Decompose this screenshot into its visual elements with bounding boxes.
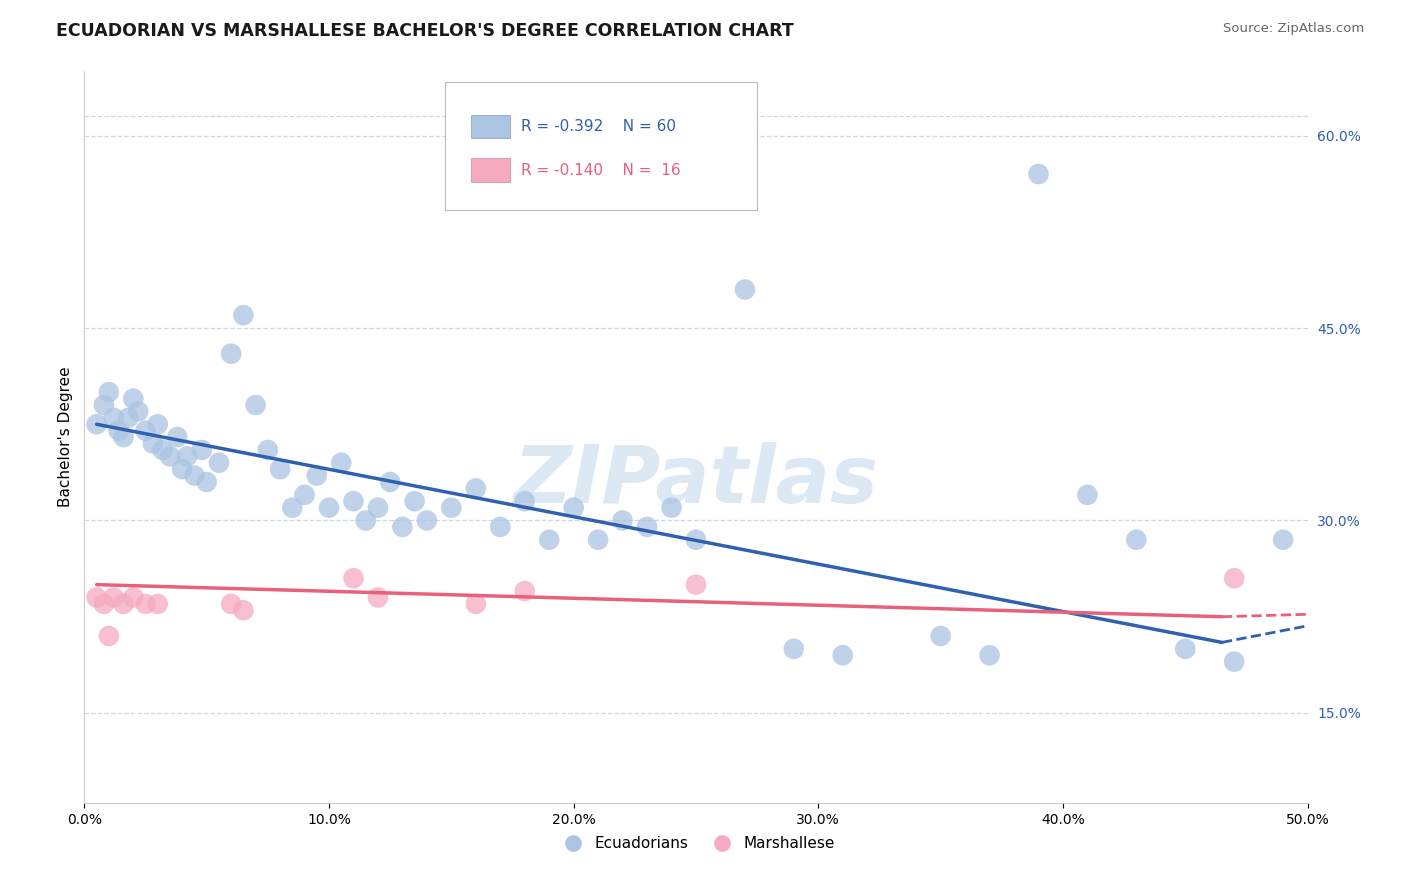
Point	[135, 424, 157, 438]
Point	[489, 520, 512, 534]
FancyBboxPatch shape	[471, 159, 510, 182]
Point	[122, 591, 145, 605]
Point	[391, 520, 413, 534]
Point	[342, 571, 364, 585]
Point	[562, 500, 585, 515]
Point	[112, 430, 135, 444]
Point	[1223, 655, 1246, 669]
Point	[1125, 533, 1147, 547]
Text: Source: ZipAtlas.com: Source: ZipAtlas.com	[1223, 22, 1364, 36]
Point	[979, 648, 1001, 663]
Point	[685, 533, 707, 547]
Point	[127, 404, 149, 418]
Point	[342, 494, 364, 508]
Point	[685, 577, 707, 591]
Point	[281, 500, 304, 515]
Point	[86, 591, 108, 605]
Point	[97, 385, 120, 400]
Point	[831, 648, 853, 663]
Point	[354, 514, 377, 528]
Point	[1028, 167, 1050, 181]
Point	[1076, 488, 1098, 502]
Point	[176, 450, 198, 464]
Point	[367, 500, 389, 515]
Point	[538, 533, 561, 547]
Point	[208, 456, 231, 470]
Text: ZIPatlas: ZIPatlas	[513, 442, 879, 520]
Point	[404, 494, 426, 508]
Point	[86, 417, 108, 432]
Point	[1223, 571, 1246, 585]
Point	[269, 462, 291, 476]
Point	[191, 442, 214, 457]
Point	[734, 283, 756, 297]
Point	[305, 468, 328, 483]
FancyBboxPatch shape	[471, 114, 510, 138]
Text: R = -0.392    N = 60: R = -0.392 N = 60	[522, 119, 676, 134]
Point	[416, 514, 439, 528]
Point	[367, 591, 389, 605]
Point	[135, 597, 157, 611]
Point	[1272, 533, 1295, 547]
Legend: Ecuadorians, Marshallese: Ecuadorians, Marshallese	[551, 830, 841, 857]
Point	[146, 597, 169, 611]
Point	[612, 514, 634, 528]
Point	[195, 475, 218, 489]
Point	[232, 308, 254, 322]
Point	[783, 641, 806, 656]
Point	[97, 629, 120, 643]
Text: ECUADORIAN VS MARSHALLESE BACHELOR'S DEGREE CORRELATION CHART: ECUADORIAN VS MARSHALLESE BACHELOR'S DEG…	[56, 22, 794, 40]
Point	[93, 597, 115, 611]
Point	[661, 500, 683, 515]
Point	[440, 500, 463, 515]
Point	[586, 533, 609, 547]
Point	[159, 450, 181, 464]
Point	[117, 410, 139, 425]
Point	[464, 597, 486, 611]
Point	[219, 346, 242, 360]
Point	[112, 597, 135, 611]
Point	[257, 442, 280, 457]
Point	[183, 468, 205, 483]
Point	[219, 597, 242, 611]
FancyBboxPatch shape	[446, 82, 758, 211]
Point	[464, 482, 486, 496]
Point	[245, 398, 267, 412]
Text: R = -0.140    N =  16: R = -0.140 N = 16	[522, 162, 681, 178]
Point	[380, 475, 402, 489]
Point	[107, 424, 129, 438]
Point	[513, 494, 536, 508]
Point	[1174, 641, 1197, 656]
Point	[146, 417, 169, 432]
Point	[103, 410, 125, 425]
Point	[122, 392, 145, 406]
Point	[166, 430, 188, 444]
Point	[172, 462, 194, 476]
Point	[330, 456, 353, 470]
Point	[232, 603, 254, 617]
Point	[93, 398, 115, 412]
Point	[142, 436, 165, 450]
Point	[318, 500, 340, 515]
Point	[103, 591, 125, 605]
Point	[152, 442, 174, 457]
Point	[513, 584, 536, 599]
Y-axis label: Bachelor's Degree: Bachelor's Degree	[58, 367, 73, 508]
Point	[636, 520, 658, 534]
Point	[929, 629, 952, 643]
Point	[294, 488, 316, 502]
